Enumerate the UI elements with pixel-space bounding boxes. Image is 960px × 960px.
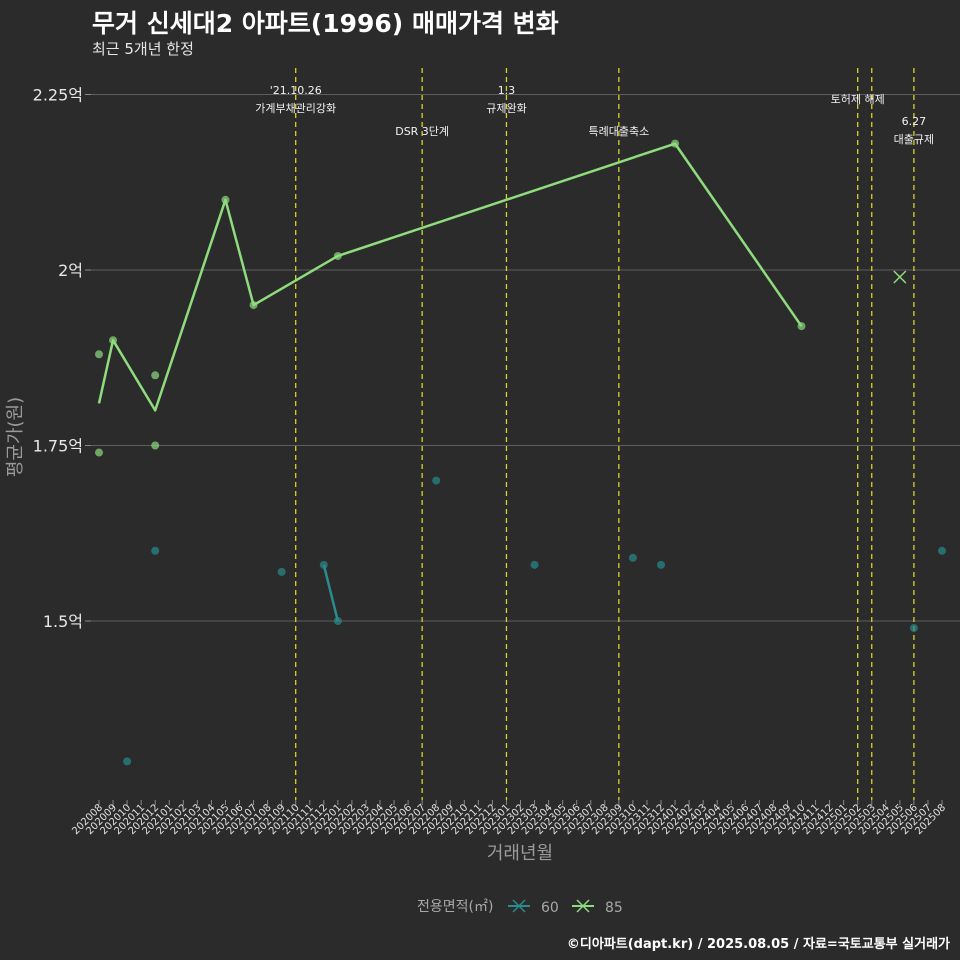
y-axis-title: 평균가(원) [5, 397, 26, 477]
source-caption: ©디아파트(dapt.kr) / 2025.08.05 / 자료=국토교통부 실… [566, 937, 950, 952]
series-line-60 [322, 564, 340, 622]
legend-title: 전용면적(㎡) [417, 899, 493, 915]
data-point-60 [277, 567, 286, 576]
cross-stroke [893, 270, 907, 284]
data-point-85 [797, 322, 806, 331]
event-annotation: 토허제 해제 [831, 92, 885, 106]
data-point-60 [909, 624, 918, 633]
data-point-85 [151, 371, 160, 380]
data-point-60 [530, 560, 539, 569]
event-annotation: '21.10.26 [270, 84, 322, 97]
data-point-60 [628, 553, 637, 562]
legend-key-60 [508, 899, 530, 913]
data-point-60 [319, 560, 328, 569]
event-annotation: 특례대출축소 [588, 125, 649, 138]
event-annotation: DSR 3단계 [395, 125, 449, 138]
data-point-60 [123, 757, 132, 766]
series-line-85 [97, 142, 803, 412]
x-axis-title: 거래년월 [487, 843, 553, 864]
y-tick-label: 2.25억 [33, 86, 83, 105]
legend-cross [512, 899, 526, 913]
data-point-60 [151, 546, 160, 555]
chart-subtitle: 최근 5개년 한정 [92, 40, 194, 58]
legend-cross [576, 899, 590, 913]
data-point-85 [333, 251, 342, 260]
event-annotation: 6.27 [902, 115, 927, 128]
y-tick-label: 1.5억 [43, 612, 83, 631]
data-point-60 [432, 476, 441, 485]
data-point-85 [109, 336, 118, 345]
data-point-85 [95, 448, 103, 457]
data-point-60 [938, 546, 946, 555]
event-annotation: 1.3 [498, 84, 516, 97]
data-point-cross-85 [893, 270, 907, 284]
y-tick-label: 2억 [58, 261, 83, 280]
data-point-85 [151, 441, 160, 450]
data-point-85 [95, 350, 103, 359]
chart-title: 무거 신세대2 아파트(1996) 매매가격 변화 [92, 9, 559, 38]
data-point-85 [221, 195, 230, 204]
event-annotation: 대출규제 [894, 133, 934, 146]
legend-key-85 [572, 899, 594, 913]
event-annotation: 규제완화 [486, 102, 526, 115]
data-point-60 [333, 617, 342, 625]
event-annotation: 가계부채관리강화 [255, 102, 336, 115]
data-point-60 [657, 560, 665, 569]
legend-label-85: 85 [605, 900, 623, 916]
legend-label-60: 60 [541, 900, 559, 916]
y-tick-label: 1.75억 [33, 437, 83, 456]
data-point-85 [249, 301, 258, 310]
data-point-85 [671, 139, 680, 148]
